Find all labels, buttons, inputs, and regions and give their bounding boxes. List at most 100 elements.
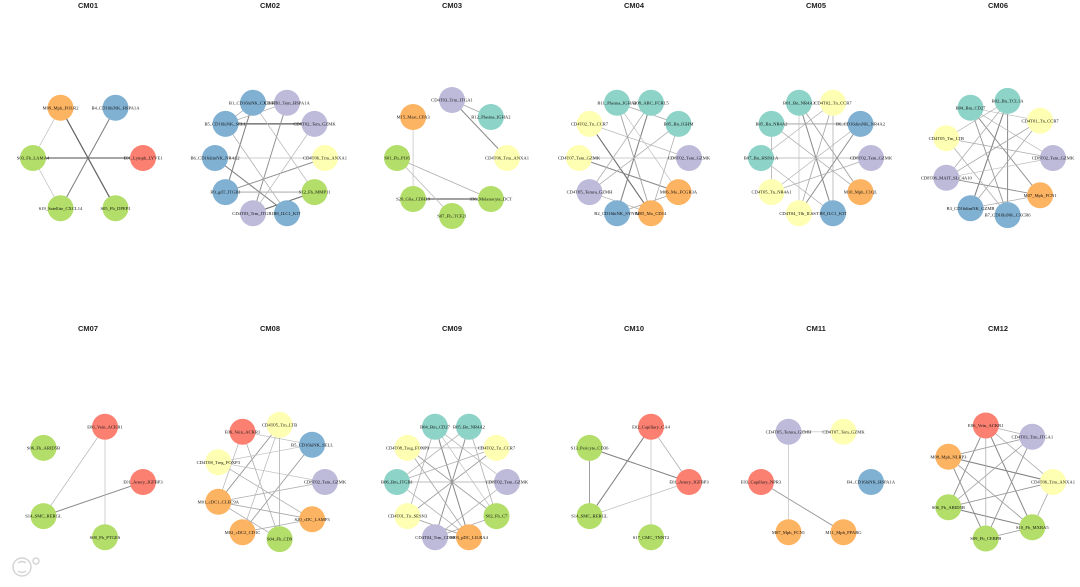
panel-title: CM07 xyxy=(78,324,98,333)
edge xyxy=(217,424,280,503)
edge xyxy=(396,447,497,483)
label-layer: CD4T06_Trm_ANXA1 CD8T02_Tem_GZMK CD4T01_Te… xyxy=(190,100,347,215)
network-panel: CM04 CD8T02_Tem_GZMK B05_Bn_IGHM B08_ABC_FC… xyxy=(558,1,711,227)
label-layer: E01_Artery_IGFBP3 E06_Vein_ACKR1 S06_Fb_AR… xyxy=(25,424,163,539)
network-panel: CM06 CD8T02_Tem_GZMK CD4T01_Tn_CCR7 B02_Bn_… xyxy=(921,1,1075,229)
edge xyxy=(218,481,326,503)
node xyxy=(638,200,664,227)
edge-layer xyxy=(760,102,872,214)
node-label: CD4T08_Treg_FOXP3 xyxy=(197,460,241,465)
node-label: CD4T02_Tn_CCR7 xyxy=(478,446,516,451)
node xyxy=(422,524,448,551)
node-label: M02_cDC2_CD1C xyxy=(225,530,261,535)
node xyxy=(212,179,239,206)
network-panel: CM03 CD4T06_Trm_ANXA1B12_Plasma_IGHA2CD4T… xyxy=(384,1,530,229)
node xyxy=(394,434,421,461)
edge xyxy=(589,123,690,159)
node-label: E01_Artery_IGFBP3 xyxy=(123,480,163,485)
node xyxy=(1027,182,1054,209)
node xyxy=(1040,469,1066,495)
node xyxy=(229,519,256,546)
node-layer xyxy=(384,87,520,229)
node xyxy=(676,469,702,495)
node xyxy=(758,110,785,137)
node-label: CD4T04_Trm_CD69 xyxy=(415,535,455,540)
node xyxy=(994,202,1021,229)
node xyxy=(439,87,465,113)
network-panel: CM11 B4_CD16hiNK_HSPA1A CD4T07_Tem_GZMK CD4… xyxy=(741,324,896,546)
panel-title: CM03 xyxy=(442,1,462,10)
node-label: CD4T02_Tn_CCR7 xyxy=(814,100,852,105)
node-label: S06_Fb_ARID5B xyxy=(932,505,965,510)
panel-title: CM09 xyxy=(442,324,462,333)
node-label: CD4T05_Tm_LTB xyxy=(929,136,964,141)
node-label: B02_Bn_TCL1A xyxy=(992,99,1025,104)
edge xyxy=(589,426,652,517)
node-label: E06_Vein_ACKR1 xyxy=(225,429,261,434)
edge xyxy=(946,177,1041,196)
node-label: B1_CD16hiNK_CX3CR1 xyxy=(229,100,278,105)
node xyxy=(638,413,664,440)
node-label: B04_Bm_CD27 xyxy=(956,105,987,110)
node-label: CD4T01_Tn_SESN3 xyxy=(388,514,428,519)
node-label: B5_CD16hiNK_SELL xyxy=(291,442,333,447)
edge xyxy=(434,426,497,517)
edge xyxy=(970,107,1009,216)
panel-title: CM06 xyxy=(988,1,1008,10)
label-layer: CD4T06_Trm_ANXA1 B12_Plasma_IGHA2 CD4T03_T… xyxy=(384,98,529,219)
node xyxy=(972,525,999,552)
node xyxy=(933,125,960,152)
node xyxy=(456,413,482,440)
node-layer xyxy=(576,413,702,551)
node-label: B9_gdT_ITGB1 xyxy=(210,190,241,195)
node-layer xyxy=(20,94,156,222)
edge xyxy=(225,123,288,214)
node-label: B4_CD16hiNK_HSPA1A xyxy=(847,480,896,485)
node xyxy=(1019,423,1046,450)
edge xyxy=(214,157,288,214)
node-label: S12_Fb_MMP11 xyxy=(299,190,331,195)
panel-title: CM05 xyxy=(806,1,826,10)
node-label: B08_ABC_FCRL5 xyxy=(633,100,669,105)
node-label: S14_SMC_RERGL xyxy=(25,514,62,519)
node-layer xyxy=(933,87,1066,229)
node xyxy=(830,418,857,445)
edge xyxy=(946,157,1054,179)
node xyxy=(92,524,118,551)
node-layer xyxy=(748,418,884,546)
node-label: CD8T02_Tem_GZMK xyxy=(293,122,336,127)
node-label: S19_Satellite_CXCL14 xyxy=(39,206,83,211)
label-layer: CD8T02_Tem_GZMK B6_CD16dimNK_NR4A2 CD4T02_… xyxy=(744,100,893,215)
node-layer xyxy=(205,411,338,553)
edge xyxy=(451,99,508,159)
node-label: M07_Mph_FCN1 xyxy=(1024,193,1058,198)
node-label: M15_Mast_CPA3 xyxy=(396,115,430,120)
label-layer: E01_Lymph_LYVE1 B4_CD16hiNK_HSPA1A M09_Mph… xyxy=(17,105,163,210)
node xyxy=(576,179,603,206)
node-label: S05_Fb_DPEP1 xyxy=(100,206,131,211)
panel-title: CM11 xyxy=(806,324,826,333)
node-label: E01_Lymph_LYVE1 xyxy=(123,156,163,161)
node-label: S14_SMC_RERGL xyxy=(571,514,608,519)
node-label: CD8T02_Tem_GZMK xyxy=(304,480,347,485)
network-panel: CM09 CD8T02_Tem_GZMK CD4T02_Tn_CCR7 B05_Bn_… xyxy=(381,324,529,551)
node xyxy=(748,469,774,495)
node-label: M07_Mph_FCN1 xyxy=(772,530,806,535)
node xyxy=(483,434,510,461)
edge xyxy=(242,424,280,533)
edge xyxy=(970,120,1041,209)
node xyxy=(566,145,592,171)
node xyxy=(102,195,129,222)
node xyxy=(847,179,874,206)
node xyxy=(422,413,448,440)
network-panel: CM12 CD4T06_Trm_ANXA1 CD4T03_Trm_ITGA1 E06_… xyxy=(930,324,1076,552)
node xyxy=(994,87,1021,114)
node-label: CD4T01_Tem_HSPA1A xyxy=(264,100,310,105)
node xyxy=(266,411,293,438)
node xyxy=(130,469,156,495)
node xyxy=(576,503,603,530)
node-label: S04_Fb_CD9 xyxy=(267,537,293,542)
label-layer: CD8T02_Tem_GZMK B5_CD16hiNK_SELL CD4T05_Tm… xyxy=(197,423,347,542)
node-label: S01_Fb_PI16 xyxy=(384,156,410,161)
